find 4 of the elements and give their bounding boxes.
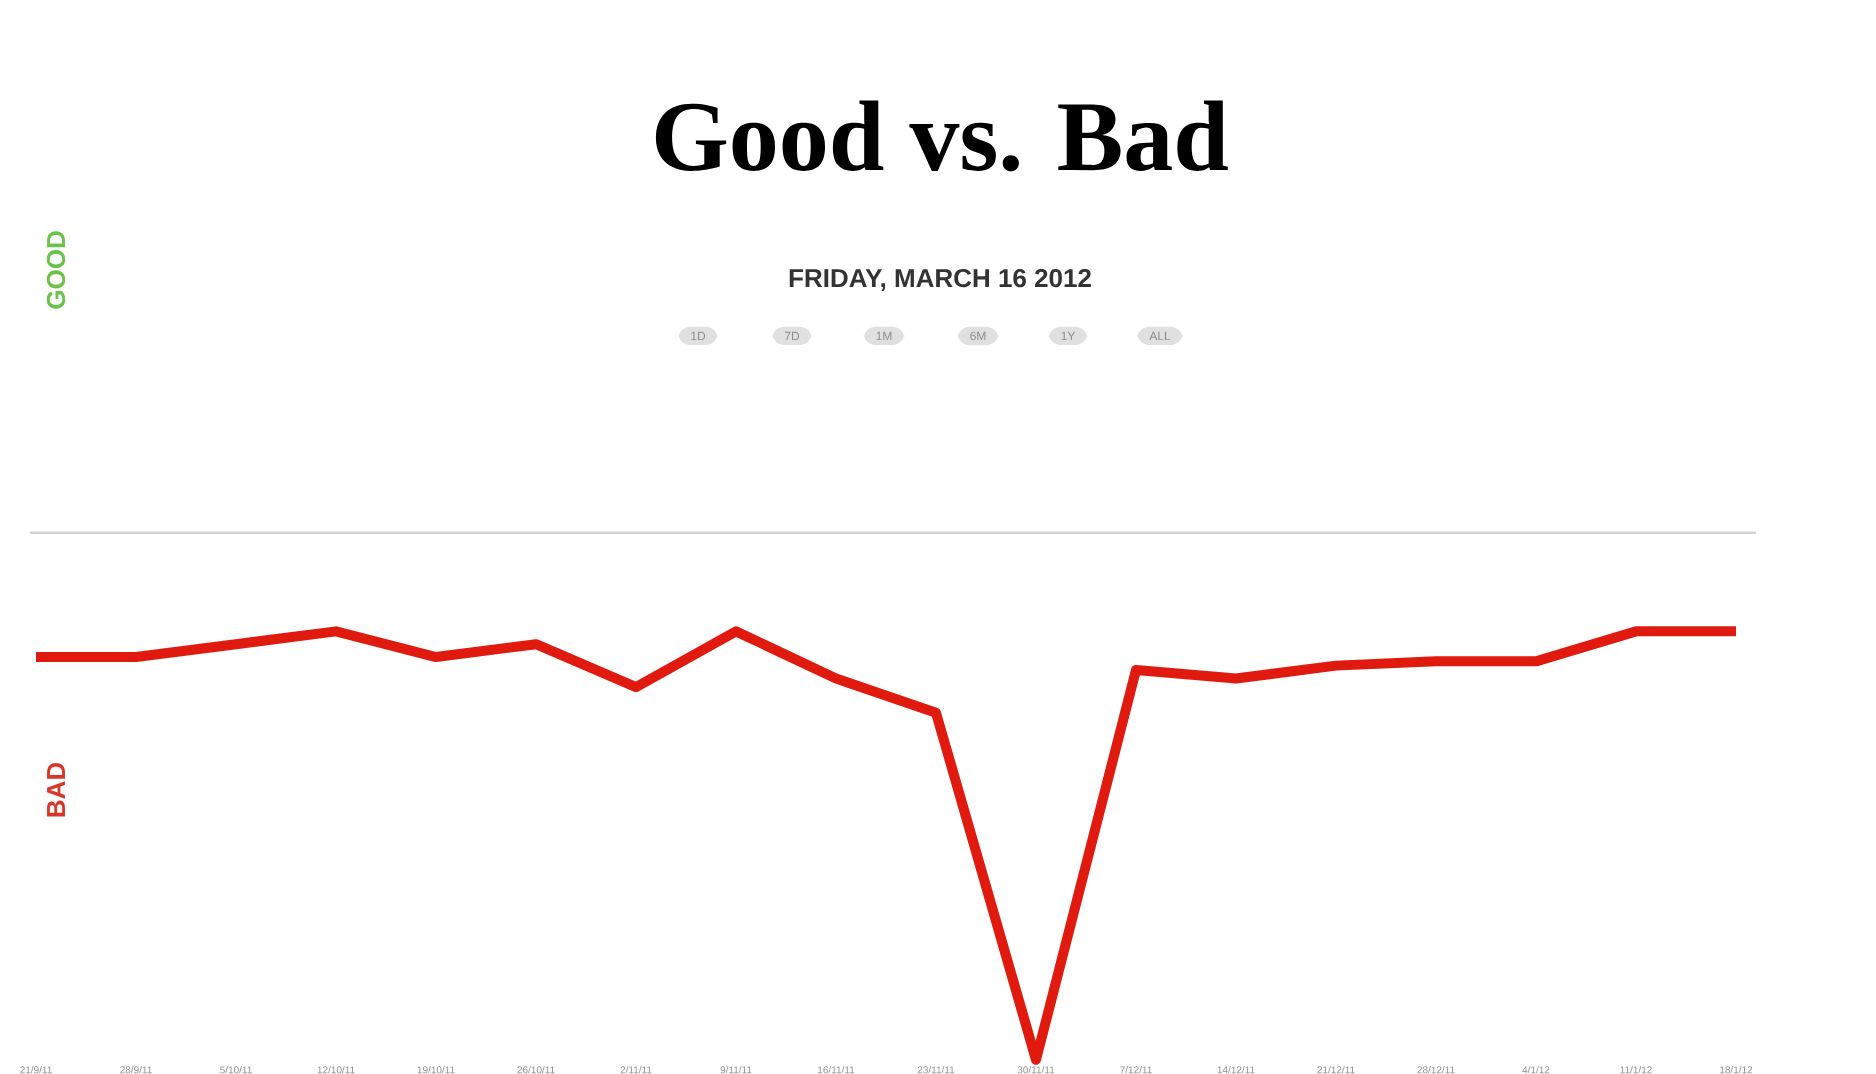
- chart-subtitle: FRIDAY, MARCH 16 2012: [789, 268, 1091, 292]
- text: GOOD: [46, 231, 66, 309]
- chart-title: Good vs. Bad: [655, 100, 1228, 172]
- annotation: BAD: [47, 762, 65, 817]
